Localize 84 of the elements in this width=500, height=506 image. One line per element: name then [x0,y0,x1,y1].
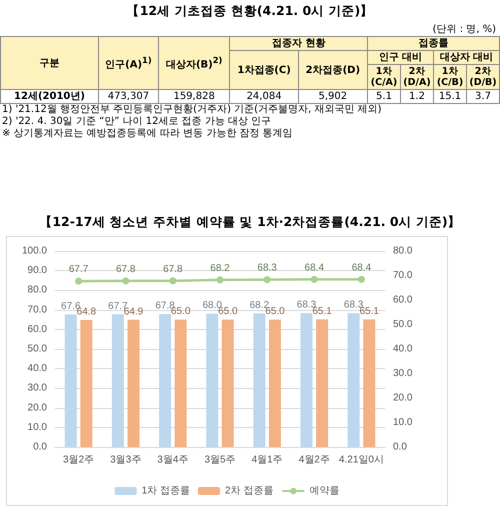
text: 2차접종(D) [298,50,368,90]
text: 1.2 [400,90,434,104]
data-label: 68.4 [304,262,324,274]
bar [112,314,124,447]
data-label: 65.0 [265,306,286,318]
y-tick-label: 80.0 [28,284,48,296]
data-label: 64.9 [124,306,144,318]
y2-tick-label: 80.0 [393,246,413,256]
data-label: 68.4 [352,262,372,274]
bar [253,313,266,447]
text: 1) '21.12월 행정안전부 주민등록인구현황(거주자) 기준(거주불명자, 재외국민 제외) [1,104,382,116]
text: 1차접종(C) [230,50,298,90]
y2-tick-label: 70.0 [393,270,413,281]
text: 5,902 [298,90,368,104]
y-tick-label: 30.0 [28,382,48,394]
text: 접종률 [368,36,500,50]
text: 12세(2010년) [0,90,98,104]
x-tick-label: 4월2주 [298,454,330,466]
text: 1차 (C/B) [434,64,466,90]
data-label: 67.7 [68,264,89,276]
text: 【12세 기초접종 현황(4.21. 0시 기준)】 [126,3,374,20]
chart-title: 【12-17세 청소년 주차별 예약률 및 1차·2차접종률(4.21. 0시 기준)】 [38,214,462,231]
y-tick-label: 90.0 [28,265,48,276]
data-label: 64.8 [76,306,97,318]
x-tick-label: 3월3주 [110,454,142,466]
y-tick-label: 70.0 [28,304,48,316]
text: 인구 대비 [368,50,434,64]
text: 5.1 [368,90,400,104]
bar [222,320,234,447]
y2-tick-label: 50.0 [393,319,413,330]
y2-tick-label: 60.0 [393,294,413,306]
x-tick-label: 3월4주 [157,454,188,466]
text: 대상자(B)$^{2)}$ [158,36,230,90]
y-tick-label: 100.0 [22,246,48,256]
text: 159,828 [158,90,230,104]
data-label: 67.8 [116,264,136,275]
y-tick-label: 60.0 [28,324,48,335]
y-tick-label: 40.0 [28,363,48,374]
y-tick-label: 20.0 [28,402,48,414]
x-tick-label: 3월5주 [204,454,236,466]
legend-label: 1차 접종률 [142,486,190,496]
bar [348,313,360,447]
bar [174,320,187,447]
y2-tick-label: 10.0 [393,417,413,428]
x-tick-label: 4.21일0시 [338,454,384,466]
text: 3.7 [466,90,500,104]
bar [128,320,140,447]
bar [300,313,312,447]
text: (단위 : 명, %) [432,23,497,36]
text: 2) '22. 4. 30일 기준 “만” 나이 12세로 접종 가능 대상 인구 [1,116,272,128]
text: 구분 [0,36,98,90]
data-label: 68.3 [257,262,278,274]
text: ※ 상기통계자료는 예방접종등록에 따라 변동 가능한 잠정 통계임 [1,128,294,140]
legend-label: 예약률 [309,486,340,496]
text: 2차 (D/A) [400,64,434,90]
text: 473,307 [98,90,158,104]
bar [64,314,77,447]
data-label: 65.0 [170,306,191,318]
data-label: 67.8 [163,264,184,275]
bar [316,319,328,447]
y-tick-label: 10.0 [28,422,48,433]
bar [159,314,172,447]
data-label: 68.2 [210,262,230,274]
text: 1차 (C/A) [368,64,400,90]
y2-tick-label: 30.0 [393,368,413,379]
x-tick-label: 4월1주 [252,454,283,466]
bar [268,320,281,447]
data-label: 65.0 [218,306,238,318]
text: 대상자 대비 [434,50,500,64]
text: 접종자 현황 [230,36,368,50]
x-tick-label: 3월2주 [63,454,94,466]
y2-tick-label: 20.0 [393,392,413,404]
text: 2차 (D/B) [466,64,500,90]
y-tick-label: 50.0 [28,344,48,354]
legend-label: 2차 접종률 [225,486,274,496]
text: 인구(A)$^{1)}$ [98,36,158,90]
text: 24,084 [230,90,298,104]
bar [80,320,92,447]
bar [363,319,376,447]
bar [206,314,218,447]
y2-tick-label: 0.0 [393,442,408,452]
y2-tick-label: 40.0 [393,344,413,354]
text: 15.1 [434,90,466,104]
y-tick-label: 0.0 [33,442,48,452]
